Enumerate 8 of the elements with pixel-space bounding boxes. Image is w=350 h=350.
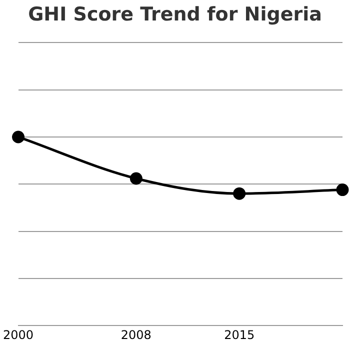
point bbox=[12, 130, 25, 144]
point bbox=[130, 172, 142, 185]
x-tick-label: 2008 bbox=[120, 328, 152, 342]
point bbox=[233, 187, 246, 200]
x-tick-label: 2000 bbox=[2, 328, 34, 342]
point bbox=[336, 184, 349, 196]
x-tick-label: 2015 bbox=[224, 328, 255, 342]
chart-title: GHI Score Trend for Nigeria bbox=[28, 3, 322, 26]
